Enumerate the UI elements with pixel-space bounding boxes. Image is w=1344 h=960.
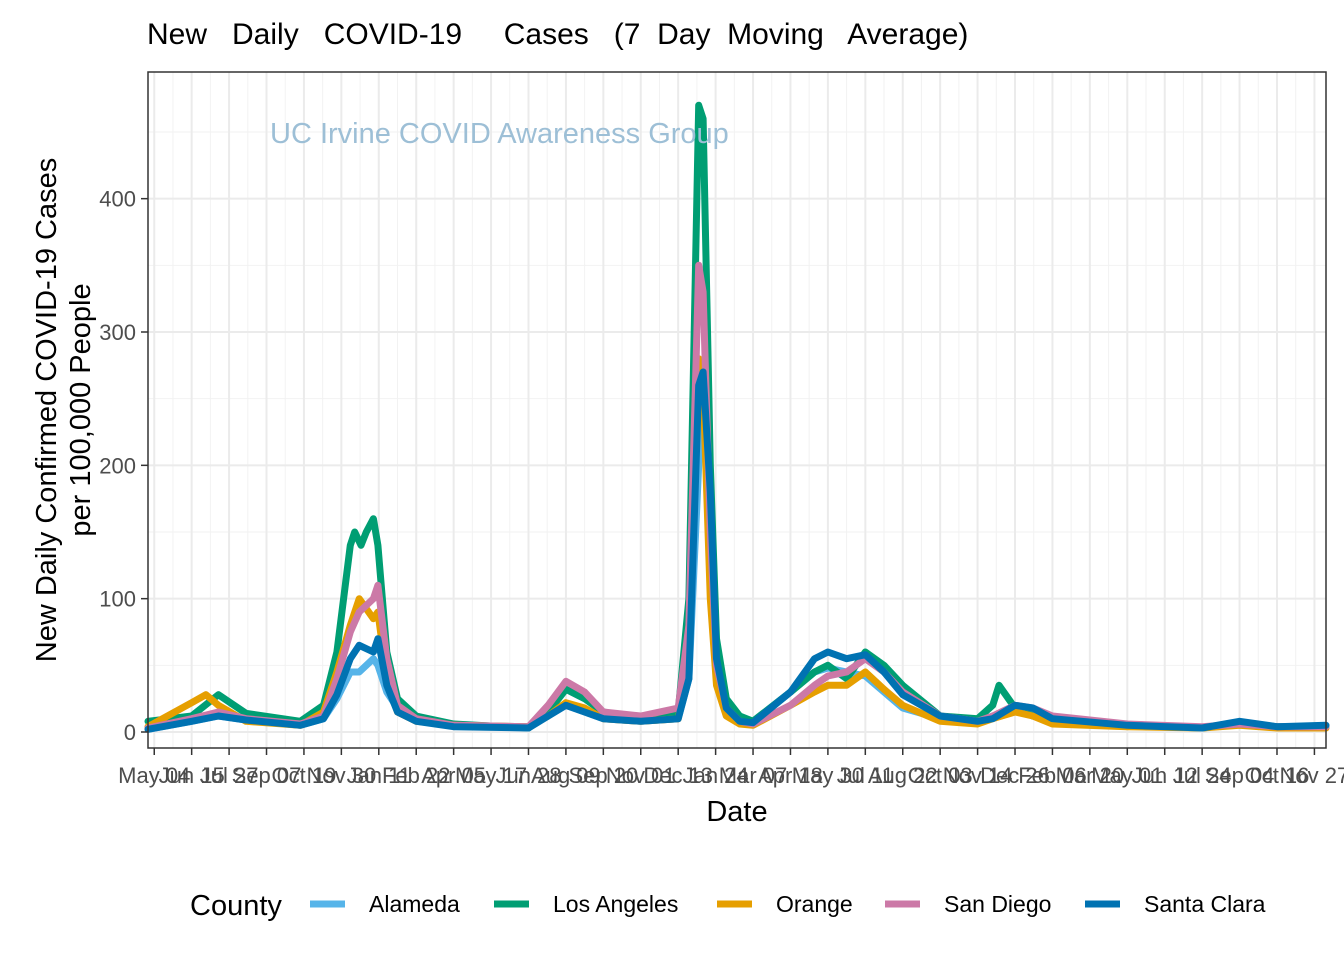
y-axis: 0 100 200 300 400: [99, 187, 148, 745]
x-tick-label: May 30: [792, 763, 864, 788]
x-tick-label: Oct 16: [1245, 763, 1310, 788]
x-tick-label: Nov 27: [1280, 763, 1344, 788]
x-tick-label: Oct 03: [908, 763, 973, 788]
y-tick-label: 300: [99, 320, 136, 345]
legend-label-santa-clara: Santa Clara: [1144, 891, 1266, 917]
x-axis-title: Date: [706, 796, 767, 828]
x-tick-label: Dec 13: [643, 763, 713, 788]
y-tick-label: 100: [99, 587, 136, 612]
x-tick-label: Nov 01: [606, 763, 676, 788]
series-line-santa-clara: [144, 368, 1330, 733]
y-tick-label: 0: [124, 720, 136, 745]
legend-title: County: [190, 890, 282, 922]
legend-label-orange: Orange: [776, 891, 853, 917]
watermark-annotation: UC Irvine COVID Awareness Group: [270, 118, 729, 150]
x-tick-label: Jun 15: [159, 763, 225, 788]
x-tick-label: Jul 24: [1173, 763, 1232, 788]
x-tick-label: Jan 24: [683, 763, 749, 788]
x-tick-label: Dec 26: [980, 763, 1050, 788]
legend-label-alameda: Alameda: [369, 891, 460, 917]
legend-items: Alameda Los Angeles Orange San Diego Santa C…: [310, 891, 1266, 917]
x-tick-label: May 17: [455, 763, 527, 788]
plot-border: [147, 71, 1327, 749]
x-tick-label: Oct 19: [272, 763, 337, 788]
x-tick-label: Sep 04: [1205, 763, 1275, 788]
x-tick-label: May 01: [1091, 763, 1163, 788]
x-tick-label: Nov 14: [943, 763, 1013, 788]
x-tick-label: Aug 22: [868, 763, 938, 788]
x-tick-label: Jan 11: [347, 763, 411, 788]
series-line-los-angeles: [144, 101, 1330, 732]
legend: County Alameda Los Angeles Orange San Diego…: [190, 890, 1266, 922]
x-tick-label: Feb 06: [1018, 763, 1087, 788]
x-tick-label: Aug 09: [531, 763, 601, 788]
y-axis-title: New Daily Confirmed COVID-19 Cases per 1…: [31, 158, 97, 662]
x-tick-label: Apr 05: [421, 763, 486, 788]
x-tick-label: Nov 30: [307, 763, 377, 788]
x-tick-label: Apr 18: [758, 763, 823, 788]
y-tick-label: 200: [99, 453, 136, 478]
x-tick-label: Jun 12: [1132, 763, 1198, 788]
x-tick-label: Jun 28: [495, 763, 561, 788]
chart-title: New Daily COVID-19 Cases (7 Day Moving A…: [147, 18, 968, 51]
series-layer: [144, 101, 1330, 733]
x-tick-label: Jul 27: [200, 763, 259, 788]
plot-panel: [148, 72, 1326, 748]
x-tick-label: Mar 07: [719, 763, 787, 788]
y-axis-title-line-2: per 100,000 People: [65, 283, 97, 536]
legend-label-los-angeles: Los Angeles: [553, 891, 678, 917]
x-tick-label: Feb 22: [382, 763, 451, 788]
x-tick-label: Sep 20: [568, 763, 638, 788]
legend-label-san-diego: San Diego: [944, 891, 1051, 917]
y-axis-title-line-1: New Daily Confirmed COVID-19 Cases: [31, 158, 63, 662]
y-tick-label: 400: [99, 187, 136, 212]
x-tick-label: Jul 11: [837, 763, 894, 788]
x-tick-label: Sep 07: [232, 763, 302, 788]
x-tick-label: Mar 20: [1056, 763, 1124, 788]
x-tick-label: May 04: [118, 763, 190, 788]
